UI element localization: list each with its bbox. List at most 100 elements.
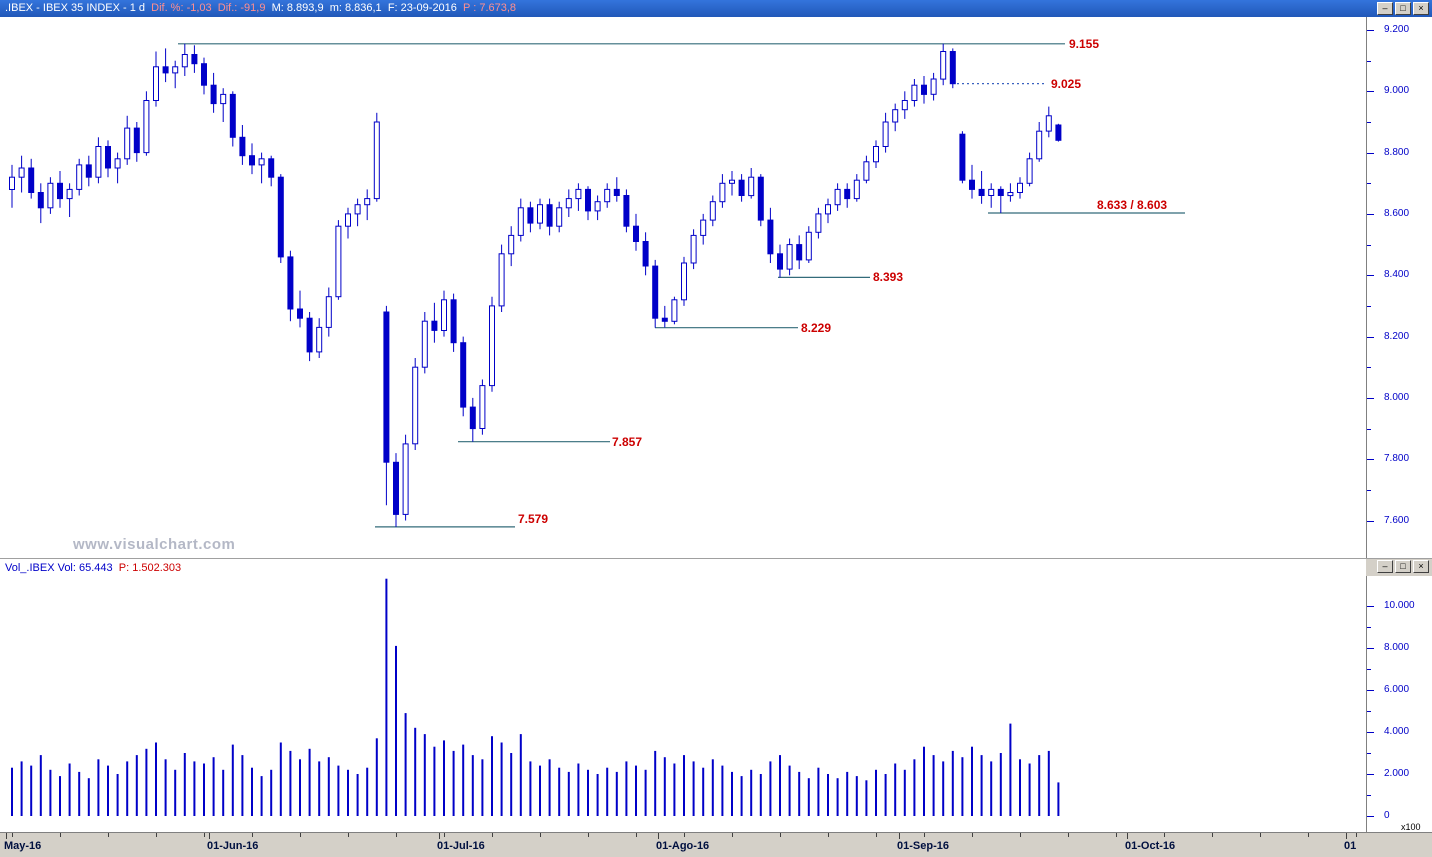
volume-bar (471, 755, 474, 816)
volume-bar (884, 774, 887, 816)
restore-icon[interactable]: □ (1395, 2, 1411, 15)
volume-bar (836, 778, 839, 816)
time-axis-minor-tick (204, 833, 205, 837)
time-axis[interactable]: May-16 01-Jun-16 01-Jul-16 01-Ago-16 01-Sep-… (0, 832, 1432, 857)
volume-bar (68, 763, 71, 816)
volume-bar (289, 750, 292, 816)
price-axis-label: 9.200 (1384, 24, 1410, 35)
time-axis-minor-tick (1020, 833, 1021, 837)
volume-bar (759, 774, 762, 816)
volume-bar (1057, 782, 1060, 816)
title-field: Dif. %: -1,03 (151, 2, 212, 14)
time-axis-tick (658, 833, 659, 839)
price-annotation: 8.393 (873, 270, 903, 284)
volume-bar (231, 744, 234, 816)
volume-bar (673, 763, 676, 816)
volume-bar (846, 771, 849, 816)
volume-bar (11, 767, 13, 816)
volume-bar (1019, 759, 1021, 816)
volume-bar (203, 763, 205, 816)
restore-icon[interactable]: □ (1395, 560, 1411, 573)
time-axis-minor-tick (1068, 833, 1069, 837)
title-field: M: 8.893,9 (271, 2, 324, 14)
volume-bar (212, 757, 215, 816)
volume-bar (942, 761, 945, 816)
volume-bar (932, 755, 935, 816)
volume-chart-canvas[interactable] (0, 576, 1367, 832)
time-axis-minor-tick (972, 833, 973, 837)
volume-axis-label: 0 (1384, 810, 1390, 821)
volume-bar (683, 755, 685, 816)
price-annotation: 9.025 (1051, 77, 1081, 91)
volume-bar (318, 761, 321, 816)
price-axis[interactable]: 9.200 9.000 8.800 8.600 8.400 8.200 8.000 7.800… (1367, 17, 1432, 558)
volume-bar (251, 767, 253, 816)
volume-pane-title: Vol_.IBEX Vol: 65.443 P: 1.502.303 (5, 562, 181, 574)
time-axis-minor-tick (60, 833, 61, 837)
time-axis-minor-tick (1212, 833, 1213, 837)
price-axis-tick (1367, 336, 1374, 338)
volume-bar (807, 778, 810, 816)
watermark: www.visualchart.com (72, 536, 235, 553)
volume-axis-label: 2.000 (1384, 768, 1410, 779)
price-axis-minor-tick (1367, 489, 1371, 491)
volume-axis-tick (1367, 732, 1374, 733)
minimize-icon[interactable]: – (1377, 2, 1393, 15)
price-axis-tick (1367, 30, 1374, 31)
close-icon[interactable]: × (1413, 560, 1429, 573)
time-axis-minor-tick (156, 833, 157, 837)
time-axis-minor-tick (1356, 833, 1357, 837)
volume-axis[interactable]: x100 10.000 8.000 6.000 4.000 2.000 0 (1367, 576, 1432, 832)
volume-bar (990, 761, 993, 816)
volume-bar (59, 776, 61, 816)
volume-bar (107, 765, 109, 816)
volume-bar (1028, 763, 1031, 816)
volume-axis-tick (1367, 774, 1374, 775)
x-axis-label: 01 (1344, 840, 1357, 852)
chart-title: .IBEX - IBEX 35 INDEX - 1 d Dif. %: -1,0… (5, 2, 522, 14)
volume-bar (395, 645, 397, 816)
volume-bar (404, 713, 407, 816)
volume-bar (1038, 755, 1041, 816)
volume-bar (692, 761, 695, 816)
volume-bar (241, 755, 244, 816)
volume-bar (971, 746, 973, 816)
volume-bar (260, 776, 263, 816)
time-axis-minor-tick (396, 833, 397, 837)
volume-bar (951, 750, 954, 816)
time-axis-minor-tick (876, 833, 877, 837)
volume-bar (183, 753, 186, 816)
volume-bar (711, 759, 714, 816)
volume-bar (999, 753, 1002, 816)
x-axis-label: 01-Jun-16 (207, 840, 259, 852)
volume-bar (903, 769, 906, 816)
volume-bar (164, 759, 167, 816)
volume-bar (462, 744, 465, 816)
volume-bar (827, 774, 829, 816)
volume-bar (855, 776, 858, 816)
volume-bar (587, 769, 589, 816)
time-axis-minor-tick (252, 833, 253, 837)
volume-bar (1047, 750, 1050, 816)
volume-bar (222, 769, 225, 816)
price-chart-canvas[interactable]: www.visualchart.com 9.155 9.025 8.633 / 8.6… (0, 17, 1367, 558)
volume-bar (347, 769, 349, 816)
minimize-icon[interactable]: – (1377, 560, 1393, 573)
price-axis-minor-tick (1367, 367, 1371, 369)
volume-bar (193, 761, 196, 816)
volume-bar (529, 761, 532, 816)
volume-axis-tick (1367, 606, 1374, 607)
volume-bars-chart (11, 578, 1060, 816)
x-axis-label: 01-Jul-16 (437, 840, 485, 852)
time-axis-minor-tick (1164, 833, 1165, 837)
volume-pane-controls-cell: – □ × (1366, 559, 1432, 576)
volume-bar (433, 746, 436, 816)
price-axis-minor-tick (1367, 183, 1371, 185)
price-axis-tick (1367, 397, 1374, 399)
volume-bar (750, 769, 753, 816)
volume-bar (299, 759, 301, 816)
volume-bars-layer (11, 578, 1060, 816)
close-icon[interactable]: × (1413, 2, 1429, 15)
volume-bar (980, 755, 983, 816)
price-axis-minor-tick (1367, 305, 1371, 307)
